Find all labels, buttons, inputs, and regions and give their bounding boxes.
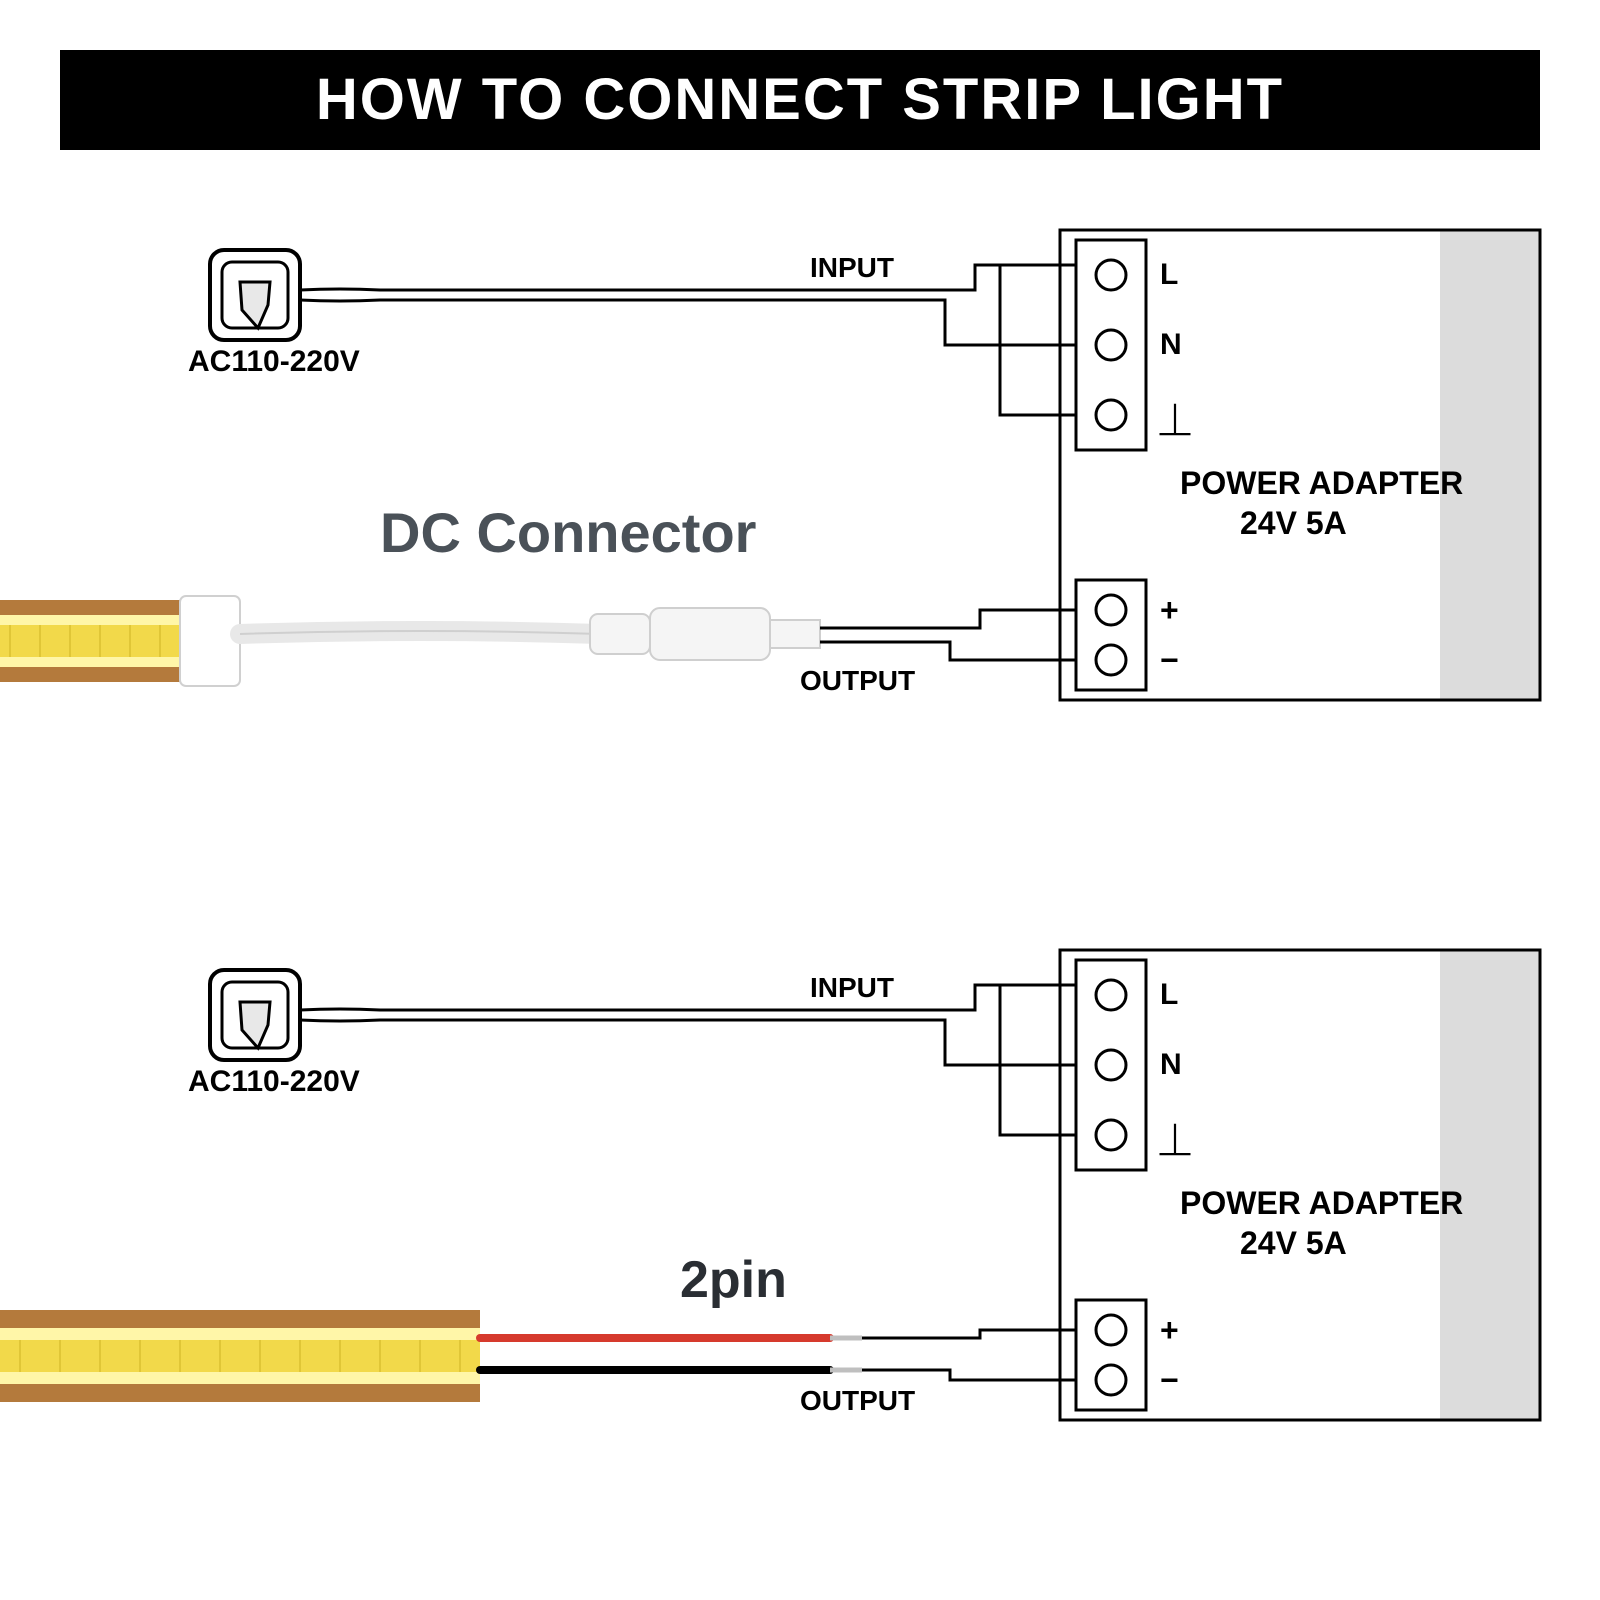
ac-label: AC110-220V bbox=[188, 345, 360, 379]
dc-connector-diagram: AC110-220V INPUT OUTPUT DC Connector L N… bbox=[0, 210, 1600, 730]
terminal-L: L bbox=[1160, 258, 1178, 292]
terminal-N: N bbox=[1160, 1048, 1182, 1082]
ac-label: AC110-220V bbox=[188, 1065, 360, 1099]
adapter-title-2: 24V 5A bbox=[1240, 505, 1347, 542]
terminal-plus: + bbox=[1160, 592, 1179, 629]
terminal-gnd: ⏊ bbox=[1160, 396, 1190, 440]
adapter-title-1: POWER ADAPTER bbox=[1180, 465, 1463, 502]
input-label: INPUT bbox=[810, 252, 894, 284]
led-strip bbox=[0, 596, 240, 686]
title-bar: HOW TO CONNECT STRIP LIGHT bbox=[60, 50, 1540, 150]
2pin-label: 2pin bbox=[680, 1250, 787, 1310]
ac-plug-icon bbox=[210, 970, 300, 1060]
terminal-minus: − bbox=[1160, 1362, 1179, 1399]
ac-cable bbox=[300, 985, 1076, 1135]
input-label: INPUT bbox=[810, 972, 894, 1004]
output-label: OUTPUT bbox=[800, 665, 915, 697]
dc-connector-label: DC Connector bbox=[380, 500, 756, 565]
adapter-title-1: POWER ADAPTER bbox=[1180, 1185, 1463, 1222]
output-label: OUTPUT bbox=[800, 1385, 915, 1417]
title-text: HOW TO CONNECT STRIP LIGHT bbox=[316, 67, 1284, 132]
ac-plug-icon bbox=[210, 250, 300, 340]
terminal-gnd: ⏊ bbox=[1160, 1116, 1190, 1160]
dc-cable bbox=[240, 608, 1076, 660]
led-strip bbox=[0, 1310, 480, 1402]
ac-cable bbox=[300, 265, 1076, 415]
terminal-plus: + bbox=[1160, 1312, 1179, 1349]
two-pin-wires bbox=[480, 1330, 1076, 1380]
terminal-N: N bbox=[1160, 328, 1182, 362]
terminal-L: L bbox=[1160, 978, 1178, 1012]
adapter-title-2: 24V 5A bbox=[1240, 1225, 1347, 1262]
2pin-diagram: AC110-220V INPUT OUTPUT 2pin L N ⏊ + − P… bbox=[0, 930, 1600, 1450]
terminal-minus: − bbox=[1160, 642, 1179, 679]
